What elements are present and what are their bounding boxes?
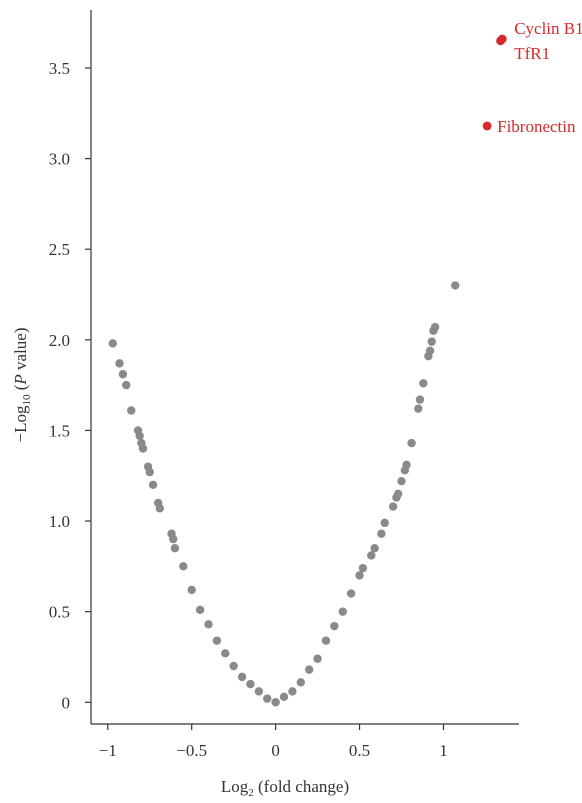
y-tick-label: 2.5 bbox=[49, 240, 70, 259]
data-point bbox=[279, 692, 289, 702]
x-tick-label: −1 bbox=[99, 741, 117, 760]
data-point bbox=[115, 359, 124, 368]
data-point bbox=[288, 687, 297, 696]
data-point bbox=[346, 589, 356, 598]
data-point bbox=[271, 698, 280, 707]
data-point bbox=[419, 379, 428, 388]
highlight-point bbox=[496, 36, 505, 46]
data-point bbox=[338, 607, 347, 616]
data-point bbox=[397, 476, 406, 486]
data-point bbox=[407, 438, 416, 448]
axes bbox=[90, 10, 519, 725]
data-point bbox=[370, 544, 379, 553]
data-point bbox=[367, 551, 376, 560]
highlight-point bbox=[482, 121, 492, 131]
data-point bbox=[254, 687, 264, 696]
data-point bbox=[135, 431, 144, 441]
data-point bbox=[229, 661, 238, 671]
annotation-label: Fibronectin bbox=[497, 117, 576, 136]
x-tick-label: 1 bbox=[439, 741, 448, 760]
data-point bbox=[212, 636, 222, 645]
data-point bbox=[402, 460, 411, 470]
data-point bbox=[388, 502, 398, 511]
data-point bbox=[451, 281, 460, 290]
data-point bbox=[145, 467, 154, 477]
data-point bbox=[263, 694, 272, 703]
annotation-label: TfR1 bbox=[514, 44, 550, 63]
data-point bbox=[179, 562, 188, 571]
annotation-label: Cyclin B1 bbox=[514, 19, 582, 38]
data-point bbox=[304, 665, 314, 674]
data-point bbox=[118, 370, 128, 379]
data-point bbox=[246, 679, 255, 689]
data-point bbox=[380, 518, 389, 528]
data-point bbox=[355, 571, 364, 580]
data-point bbox=[221, 649, 230, 658]
data-point bbox=[358, 563, 368, 573]
x-tick-label: −0.5 bbox=[176, 741, 207, 760]
data-point bbox=[415, 395, 425, 404]
data-point bbox=[155, 504, 165, 513]
data-point bbox=[237, 672, 247, 682]
y-tick-label: 1.0 bbox=[49, 512, 70, 531]
data-point bbox=[195, 605, 205, 615]
data-point bbox=[427, 337, 436, 346]
y-tick-label: 2.0 bbox=[49, 331, 70, 350]
data-point bbox=[127, 406, 136, 415]
x-axis-ticks: −1 −0.5 0 0.5 1 bbox=[99, 724, 448, 760]
x-tick-label: 0.5 bbox=[349, 741, 370, 760]
x-axis-label: Log2 (fold change) bbox=[221, 777, 349, 799]
data-point bbox=[425, 346, 435, 355]
data-point bbox=[430, 322, 440, 332]
data-point bbox=[170, 544, 180, 553]
y-tick-label: 1.5 bbox=[49, 421, 70, 440]
data-point bbox=[122, 380, 131, 390]
data-point bbox=[313, 654, 322, 663]
y-tick-label: 3.0 bbox=[49, 150, 70, 169]
data-point bbox=[296, 678, 306, 687]
data-point bbox=[204, 620, 213, 629]
data-point bbox=[377, 529, 386, 538]
data-point bbox=[321, 636, 331, 645]
data-point bbox=[330, 621, 339, 631]
y-tick-label: 0.5 bbox=[49, 603, 70, 622]
data-point bbox=[393, 489, 403, 499]
data-points bbox=[108, 34, 507, 707]
data-point bbox=[108, 339, 118, 348]
y-axis-label: −Log10 (P value) bbox=[11, 327, 33, 442]
data-point bbox=[138, 444, 148, 453]
y-tick-label: 3.5 bbox=[49, 59, 70, 78]
data-point bbox=[414, 404, 423, 413]
y-axis-ticks: 0 0.5 1.0 1.5 2.0 2.5 3.0 3.5 bbox=[49, 59, 91, 712]
data-point bbox=[187, 585, 196, 595]
data-point bbox=[169, 534, 178, 544]
x-tick-label: 0 bbox=[271, 741, 280, 760]
y-tick-label: 0 bbox=[62, 693, 71, 712]
point-annotations: Cyclin B1 TfR1 Fibronectin bbox=[497, 19, 582, 136]
data-point bbox=[148, 480, 158, 489]
